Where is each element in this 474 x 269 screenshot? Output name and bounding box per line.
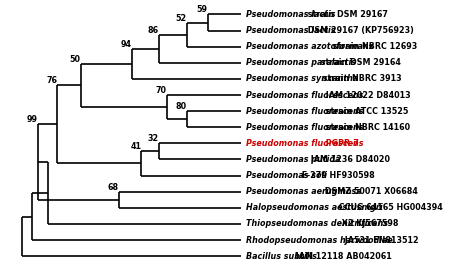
Text: Pseudomonas fluorescens: Pseudomonas fluorescens	[246, 139, 364, 148]
Text: strain NBRC 14160: strain NBRC 14160	[323, 123, 410, 132]
Text: Pseudomonas soli: Pseudomonas soli	[246, 171, 328, 180]
Text: Rhodopseudomonas harwoodiae: Rhodopseudomonas harwoodiae	[246, 235, 393, 245]
Text: IAM 12118 AB042061: IAM 12118 AB042061	[292, 252, 392, 261]
Text: strain DSM 29167: strain DSM 29167	[305, 10, 388, 19]
Text: Pseudomonas fluorescens: Pseudomonas fluorescens	[246, 91, 364, 100]
Text: Pseudomonas fluorescens: Pseudomonas fluorescens	[246, 107, 364, 116]
Text: Pseudomonas fluorescens: Pseudomonas fluorescens	[246, 123, 364, 132]
Text: Pseudomonas lactis: Pseudomonas lactis	[246, 26, 336, 35]
Text: 32: 32	[148, 134, 159, 143]
Text: 76: 76	[46, 76, 57, 86]
Text: F-279 HF930598: F-279 HF930598	[299, 171, 375, 180]
Text: 99: 99	[27, 115, 38, 125]
Text: Pseudomonas aeruginosa: Pseudomonas aeruginosa	[246, 187, 362, 196]
Text: Pseudomonas paralactis: Pseudomonas paralactis	[246, 58, 356, 67]
Text: DSM 29167 (KP756923): DSM 29167 (KP756923)	[305, 26, 414, 35]
Text: strain NBRC 12693: strain NBRC 12693	[329, 42, 417, 51]
Text: strain NBRC 3913: strain NBRC 3913	[320, 75, 401, 83]
Text: 59: 59	[197, 5, 208, 15]
Text: 80: 80	[176, 102, 187, 111]
Text: IAM 1236 D84020: IAM 1236 D84020	[308, 155, 390, 164]
Text: PGPR-7: PGPR-7	[323, 139, 359, 148]
Text: JA531 FN813512: JA531 FN813512	[342, 235, 419, 245]
Text: Halopseudomonas aestusnigri: Halopseudomonas aestusnigri	[246, 203, 383, 212]
Text: Pseudomonas azotoformans: Pseudomonas azotoformans	[246, 42, 374, 51]
Text: IAM 12022 D84013: IAM 12022 D84013	[323, 91, 411, 100]
Text: Bacillus subtilis: Bacillus subtilis	[246, 252, 317, 261]
Text: Thiopseudomonas denitrificans: Thiopseudomonas denitrificans	[246, 220, 388, 228]
Text: 86: 86	[148, 26, 159, 35]
Text: Pseudomonas synxantha: Pseudomonas synxantha	[246, 75, 359, 83]
Text: 52: 52	[176, 13, 187, 23]
Text: strain ATCC 13525: strain ATCC 13525	[323, 107, 409, 116]
Text: Pseudomonas lactis: Pseudomonas lactis	[246, 10, 336, 19]
Text: 68: 68	[108, 183, 119, 192]
Text: strain DSM 29164: strain DSM 29164	[318, 58, 401, 67]
Text: 70: 70	[156, 86, 167, 95]
Text: 50: 50	[70, 55, 81, 64]
Text: 94: 94	[121, 40, 132, 49]
Text: CCUG 64165 HG004394: CCUG 64165 HG004394	[336, 203, 442, 212]
Text: 41: 41	[130, 142, 141, 151]
Text: X2 KJ567598: X2 KJ567598	[339, 220, 399, 228]
Text: Pseudomonas putida: Pseudomonas putida	[246, 155, 341, 164]
Text: DSMZ 50071 X06684: DSMZ 50071 X06684	[322, 187, 418, 196]
